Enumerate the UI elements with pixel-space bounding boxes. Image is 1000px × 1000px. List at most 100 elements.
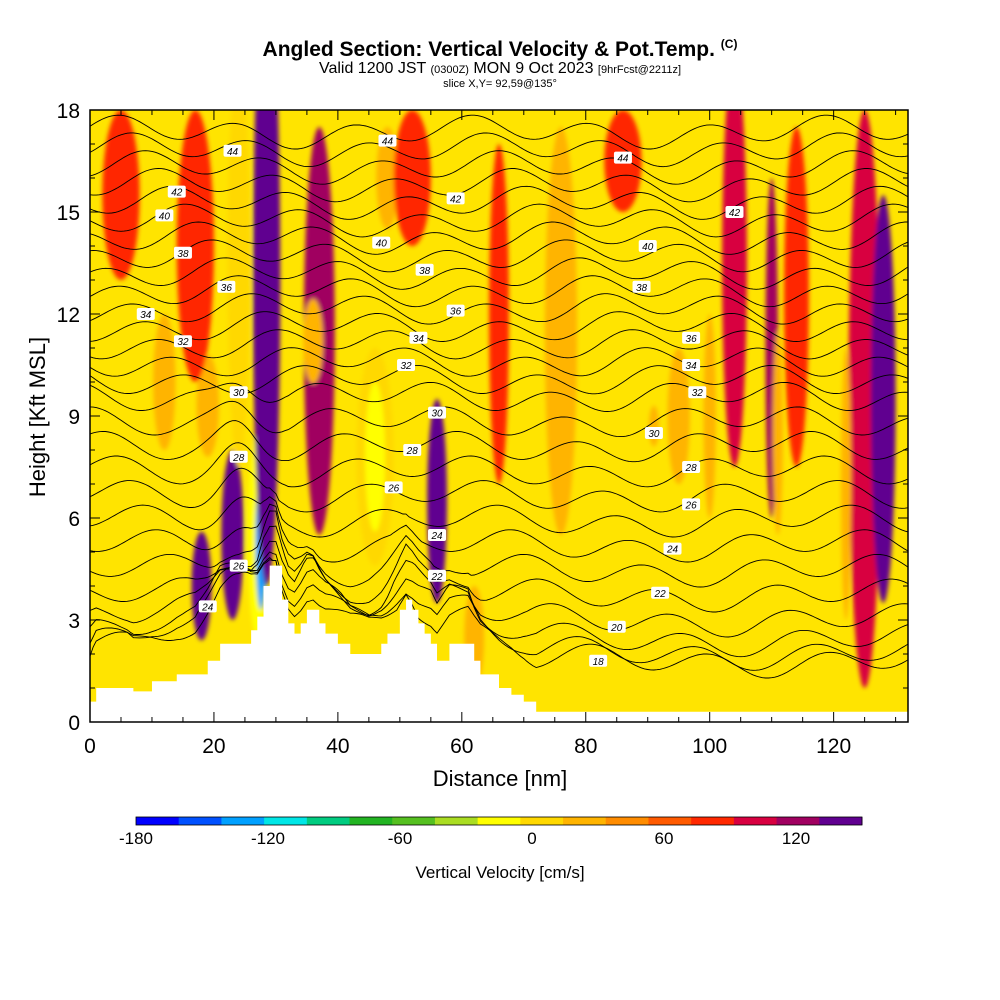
contour-label-text: 44 [382, 137, 394, 148]
isentrope-line [90, 203, 908, 238]
contour-label-text: 24 [666, 545, 679, 556]
contour-label-box [167, 185, 186, 198]
x-tick-label: 20 [202, 735, 225, 758]
contour-label-text: 34 [140, 310, 152, 321]
isentrope-line [90, 496, 908, 538]
colorbar-swatch [563, 817, 607, 825]
contour-label-text: 24 [430, 531, 443, 542]
contour-label: 30 [428, 406, 447, 420]
contour-label-text: 26 [387, 483, 400, 494]
x-axis-ticks: 0 20 40 60 80 100 120 [84, 110, 897, 758]
isentrope-line [90, 221, 908, 255]
isentrope-line [90, 551, 908, 658]
contour-label-box [173, 335, 192, 348]
contour-label-text: 36 [221, 283, 233, 294]
contour-label: 28 [403, 444, 422, 457]
contour-label-box [651, 586, 670, 599]
colorbar-swatch [648, 817, 692, 825]
contour-label: 40 [638, 240, 657, 253]
colorbar-title: Vertical Velocity [cm/s] [415, 863, 585, 882]
isentrope-line [90, 114, 908, 150]
contour-label-text: 36 [686, 334, 698, 345]
colorbar-swatch [264, 817, 308, 825]
contour-label: 24 [663, 542, 682, 556]
colorbar-swatch [136, 817, 180, 825]
contour-label-box [725, 206, 744, 218]
velocity-cell [489, 144, 509, 484]
contour-label-box [229, 559, 248, 572]
isentrope-line [90, 525, 908, 613]
contour-label-box [415, 263, 434, 276]
contour-label: 32 [397, 359, 416, 372]
velocity-cell [648, 405, 659, 447]
y-tick-label: 18 [57, 100, 80, 123]
contour-label: 26 [229, 559, 248, 573]
isentrope-line [90, 510, 908, 588]
colorbar-swatch [520, 817, 564, 825]
isentrope-line [90, 239, 908, 273]
x-tick-label: 80 [574, 735, 597, 758]
contour-label-box [688, 386, 707, 399]
contour-label-box [682, 461, 701, 473]
contour-label-box [403, 444, 422, 456]
contour-label: 36 [682, 331, 701, 345]
contour-label-box [173, 246, 192, 259]
contour-label-text: 26 [232, 562, 245, 573]
contour-label: 22 [651, 586, 670, 600]
colorbar-tick-label: -120 [251, 829, 285, 848]
contour-label-box [223, 144, 242, 157]
colorbar-tick-label: 120 [782, 829, 810, 848]
y-tick-label: 12 [57, 304, 80, 327]
colorbar-swatch [349, 817, 393, 825]
velocity-cell [544, 127, 578, 535]
colorbar-swatch [392, 817, 436, 825]
contour-label-text: 40 [642, 242, 654, 253]
velocity-cell [196, 354, 219, 457]
contour-label-box [136, 308, 155, 320]
contour-label-box [613, 151, 632, 164]
contour-label-box [229, 450, 248, 463]
y-tick-label: 3 [68, 610, 80, 633]
colorbar-tick-label: 60 [655, 829, 674, 848]
y-tick-label: 9 [68, 406, 80, 429]
contour-label-box [632, 280, 651, 293]
contour-label-text: 26 [685, 500, 698, 511]
contour-label-text: 42 [171, 188, 183, 199]
contour-label-box [372, 236, 391, 249]
contour-label: 44 [378, 134, 397, 148]
contour-label: 30 [644, 427, 663, 440]
y-tick-label: 0 [68, 712, 80, 735]
colorbar-swatch [819, 817, 863, 825]
y-axis-title: Height [Kft MSL] [25, 336, 50, 498]
contour-label-text: 38 [419, 266, 431, 277]
chart-title: Angled Section: Vertical Velocity & Pot.… [262, 37, 738, 61]
contour-label-text: 40 [159, 211, 171, 222]
contour-label: 34 [409, 331, 428, 345]
contour-label-box [428, 529, 447, 541]
contour-label-text: 24 [201, 602, 214, 613]
colorbar-swatch [776, 817, 820, 825]
colorbar: -180 -120 -60 0 60 120 [119, 816, 863, 848]
colorbar-frame [135, 816, 863, 826]
contour-label: 26 [682, 498, 701, 511]
colorbar-tick-label: -180 [119, 829, 153, 848]
contour-label: 42 [446, 192, 465, 205]
contour-label: 32 [173, 335, 192, 348]
colorbar-swatch [306, 817, 351, 825]
contour-label-box [644, 427, 663, 439]
velocity-cell [848, 110, 881, 688]
contour-label-text: 28 [685, 463, 698, 474]
velocity-cell [303, 298, 324, 384]
contour-label-text: 44 [617, 154, 629, 165]
contour-label-box [682, 359, 701, 371]
contour-label-box [663, 542, 682, 555]
velocity-cell [722, 110, 747, 467]
x-tick-label: 40 [326, 735, 349, 758]
isentrope-line [90, 442, 908, 488]
y-tick-label: 6 [68, 508, 80, 531]
contour-label-text: 44 [227, 147, 239, 158]
isentrope-line [90, 381, 908, 412]
contour-label: 28 [682, 461, 701, 474]
contour-label: 24 [198, 600, 217, 613]
